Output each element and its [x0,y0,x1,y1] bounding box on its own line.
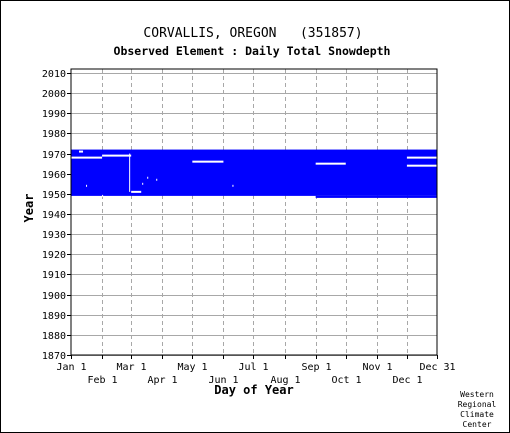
y-tick-label: 2010 [42,69,66,80]
chart-title: CORVALLIS, OREGON (351857) [143,26,362,41]
x-tick-label: Jul 1 [238,362,268,373]
missing-segment [142,182,144,185]
credit-line: Climate [460,410,494,419]
missing-segment [102,194,104,197]
credit-line: Western [460,390,494,399]
x-tick-label: Jan 1 [56,362,86,373]
y-tick-label: 2000 [42,89,66,100]
x-tick-label: Apr 1 [147,375,177,386]
x-tick-label: Sep 1 [301,362,331,373]
x-tick-label: Aug 1 [270,375,300,386]
coverage-block [71,149,437,196]
chart-subtitle: Observed Element : Daily Total Snowdepth [114,44,391,58]
data-marks [71,149,437,198]
missing-segment [192,160,224,163]
x-axis-ticks: Jan 1 Mar 1 May 1 Jul 1 Sep 1 Nov 1 Dec 31 Feb … [56,355,456,386]
missing-segment [147,176,149,179]
y-tick-label: 1940 [42,210,66,221]
y-tick-label: 1930 [42,230,66,241]
x-axis-label: Day of Year [214,383,293,397]
missing-segment [156,178,158,181]
missing-segment [315,162,346,165]
missing-segment [86,184,88,187]
missing-segment [79,150,84,153]
y-tick-label: 1980 [42,129,66,140]
x-tick-label: Jun 1 [208,375,238,386]
missing-segment [406,156,437,159]
y-tick-label: 1890 [42,311,66,322]
y-tick-label: 1960 [42,170,66,181]
credit-block: Western Regional Climate Center [458,390,497,429]
missing-segment [102,154,132,157]
y-tick-label: 1900 [42,291,66,302]
x-tick-label: Dec 1 [392,375,422,386]
missing-segment [406,164,437,167]
missing-segment [71,156,103,159]
x-tick-label: May 1 [177,362,207,373]
y-tick-label: 1870 [42,351,66,362]
y-tick-label: 1910 [42,270,66,281]
y-tick-label: 1880 [42,331,66,342]
y-tick-label: 1970 [42,150,66,161]
y-axis-ticks: 2010 2000 1990 1980 1970 1960 1950 1940 1930 1920… [42,69,71,362]
credit-line: Center [463,420,492,429]
credit-line: Regional [458,400,497,409]
missing-column [129,153,131,192]
x-tick-label: Nov 1 [362,362,392,373]
y-tick-label: 1920 [42,250,66,261]
missing-segment [232,184,234,187]
y-tick-label: 1990 [42,109,66,120]
x-tick-label: Oct 1 [331,375,361,386]
missing-segment [131,190,142,193]
x-tick-label: Mar 1 [116,362,146,373]
y-tick-label: 1950 [42,190,66,201]
x-tick-label: Dec 31 [419,362,455,373]
coverage-block [315,195,437,198]
x-tick-label: Feb 1 [87,375,117,386]
y-axis-label: Year [22,194,36,223]
